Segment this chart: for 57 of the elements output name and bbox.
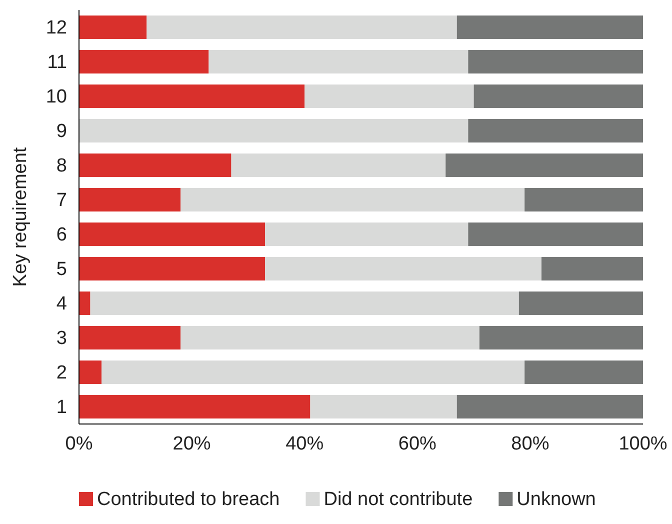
bar — [456, 16, 643, 39]
bar — [468, 222, 643, 246]
bar — [265, 257, 542, 280]
x-tick-label: 80% — [511, 433, 550, 454]
bar — [90, 292, 519, 315]
bar — [79, 360, 102, 384]
y-tick-label: 1 — [56, 396, 67, 418]
bar — [146, 16, 457, 39]
bar — [79, 292, 90, 315]
x-tick-label: 60% — [398, 433, 437, 454]
bar — [208, 50, 468, 74]
y-tick-label: 9 — [56, 120, 67, 142]
y-tick-label: 8 — [56, 155, 67, 176]
y-tick-label: 4 — [56, 293, 68, 314]
legend-label: Unknown — [516, 489, 596, 510]
bar — [79, 84, 305, 108]
bar — [79, 119, 468, 142]
x-tick-label: 100% — [618, 433, 668, 454]
bar — [446, 154, 643, 177]
y-tick-label: 3 — [56, 328, 67, 349]
bar — [524, 188, 643, 212]
y-tick-label: 5 — [56, 258, 67, 280]
bar — [79, 222, 266, 246]
y-tick-label: 11 — [47, 52, 67, 73]
bar — [518, 292, 643, 315]
y-tick-label: 12 — [46, 17, 67, 38]
legend-label: Contributed to breach — [97, 489, 280, 510]
bar — [79, 16, 147, 39]
bar — [524, 360, 643, 384]
bar — [79, 257, 266, 280]
bar — [468, 50, 643, 74]
bar — [79, 50, 209, 74]
bar — [265, 222, 468, 246]
bar — [479, 326, 643, 350]
bar — [102, 360, 525, 384]
bar — [468, 119, 643, 142]
x-tick-label: 20% — [172, 433, 211, 454]
bar — [456, 395, 643, 418]
y-tick-label: 7 — [56, 190, 67, 211]
bar — [180, 188, 525, 212]
bar — [304, 84, 474, 108]
y-tick-label: 2 — [56, 362, 67, 384]
bar — [79, 154, 232, 177]
x-tick-label: 40% — [286, 433, 324, 454]
y-tick-label: 10 — [46, 86, 67, 108]
bar — [541, 257, 643, 280]
x-tick-label: 0% — [65, 433, 93, 454]
bar — [79, 326, 181, 350]
bar — [231, 154, 446, 177]
bar — [180, 326, 480, 350]
bar — [79, 188, 181, 212]
y-tick-label: 6 — [56, 224, 67, 246]
bar — [79, 395, 310, 418]
y-axis-title: Key requirement — [10, 146, 31, 287]
bar — [474, 84, 643, 108]
bar — [310, 395, 457, 418]
legend-label: Did not contribute — [324, 489, 473, 510]
